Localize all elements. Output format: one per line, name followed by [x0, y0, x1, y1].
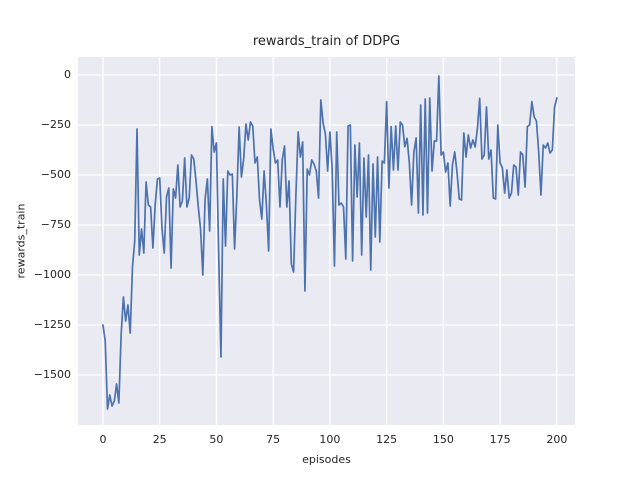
- x-axis-label: episodes: [302, 453, 351, 466]
- y-tick-label: 0: [64, 68, 71, 81]
- y-axis-label-text: rewards_train: [14, 203, 28, 279]
- x-tick-label: 175: [489, 433, 511, 446]
- x-tick-label: 150: [432, 433, 454, 446]
- x-tick-label: 75: [266, 433, 281, 446]
- series-line-rewards_train: [102, 75, 558, 410]
- x-tick-label: 125: [376, 433, 398, 446]
- x-tick-label: 200: [546, 433, 568, 446]
- axes-background: [78, 57, 575, 425]
- plot-area: [78, 57, 575, 425]
- x-tick-label: 100: [319, 433, 341, 446]
- y-tick-label: −1000: [33, 268, 71, 281]
- y-tick-label: −1500: [33, 368, 71, 381]
- y-tick-label: −1250: [33, 318, 71, 331]
- x-tick-label: 0: [99, 433, 107, 446]
- x-tick-label: 50: [209, 433, 224, 446]
- y-tick-label: −250: [40, 118, 71, 131]
- x-tick-label: 25: [152, 433, 167, 446]
- y-tick-label: −500: [40, 168, 71, 181]
- y-tick-label: −750: [40, 218, 71, 231]
- chart-title: rewards_train of DDPG: [252, 34, 401, 49]
